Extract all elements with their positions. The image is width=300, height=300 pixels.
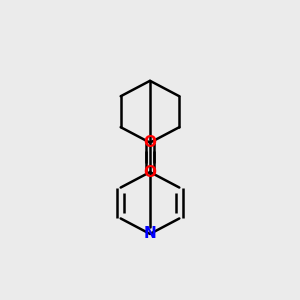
Text: O: O (143, 165, 157, 180)
Text: N: N (144, 226, 156, 242)
Text: O: O (143, 135, 157, 150)
